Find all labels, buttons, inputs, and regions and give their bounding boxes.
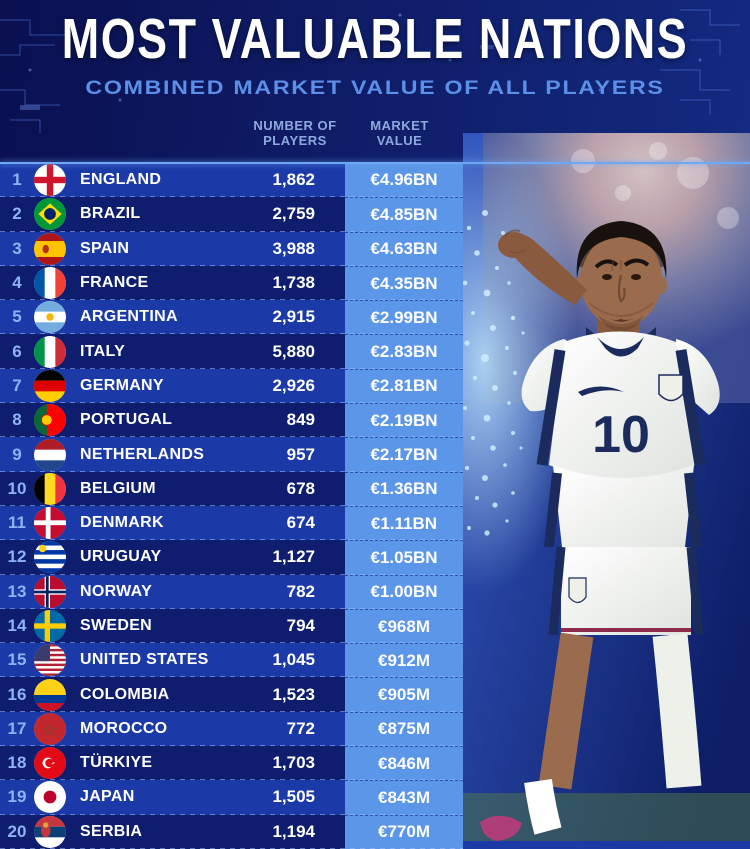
svg-text:10: 10 <box>592 406 650 464</box>
